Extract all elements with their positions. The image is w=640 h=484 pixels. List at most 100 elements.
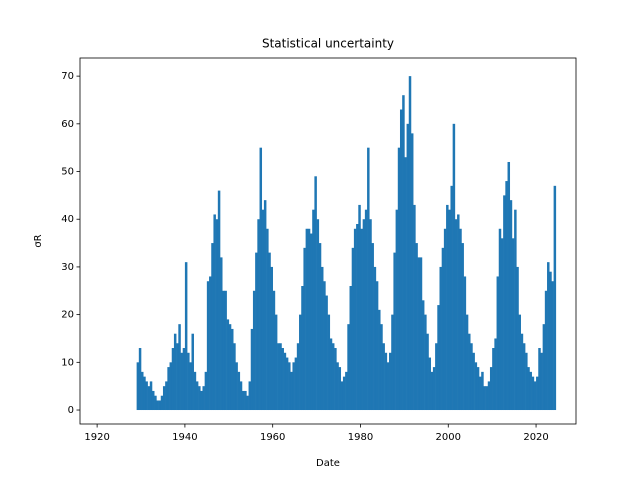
bar [529,371,532,411]
bar [544,290,548,411]
bar [250,328,254,411]
bar [432,367,436,411]
bar [437,305,440,411]
bar [527,367,530,411]
bar [272,290,276,411]
bar [391,314,394,411]
bar [516,266,519,411]
bar [514,209,517,411]
bar [145,381,148,411]
y-axis-label: σR [33,234,44,247]
bar [285,357,289,411]
bar [226,319,230,411]
bar [340,381,344,411]
bar [246,395,249,411]
bar [182,348,186,411]
bar [373,266,377,411]
y-tick-label: 10 [61,357,74,368]
bar [419,257,423,411]
bar [463,276,467,411]
bar [547,262,550,411]
bar [323,281,326,411]
bar [331,343,335,411]
bar [443,228,447,411]
bar [404,157,407,411]
bar [349,286,353,411]
bar [281,348,284,411]
bar [173,333,177,411]
bar [410,133,414,411]
bar [316,219,320,411]
bar [360,228,363,411]
bar [369,219,372,411]
bar [279,343,282,411]
bar [138,348,142,411]
bar [378,309,381,411]
bar [347,324,350,411]
bar [538,348,541,411]
y-tick-label: 40 [61,214,74,225]
bar [222,290,225,411]
bar [496,276,500,411]
y-tick-label: 50 [61,167,74,178]
y-tick-label: 60 [61,119,74,130]
bar [288,362,291,411]
bar [389,352,392,411]
bar [375,281,379,411]
bar [364,209,368,411]
bar [351,247,355,411]
bar [518,314,521,411]
x-tick-label: 2000 [436,432,461,443]
bar [156,400,159,411]
bar [314,176,317,411]
bar [290,371,293,411]
bar [147,386,151,411]
bar [452,123,456,411]
bar [413,204,416,411]
bar [189,362,192,411]
bar [213,214,216,411]
bar [468,333,471,411]
bar [446,204,449,411]
bar [342,376,346,411]
bar [228,324,232,411]
bar [299,314,302,411]
bar [549,271,552,411]
x-axis-label: Date [316,458,340,469]
bar [312,209,315,411]
bar [198,386,201,411]
bar [399,109,403,411]
bar [202,386,205,411]
bar [494,338,497,411]
bar [457,214,460,411]
bar [167,367,170,411]
bar [362,219,366,411]
bar [402,95,405,411]
bar [448,209,451,411]
bar [303,247,306,411]
y-tick-label: 70 [61,71,74,82]
bar [483,386,486,411]
bar [551,281,554,411]
bar [540,352,543,411]
bar [230,328,234,411]
bar [507,161,511,411]
bar [509,200,513,411]
bar [553,185,557,411]
bar [533,381,537,411]
bar [301,286,304,411]
bar [485,386,489,411]
bar [525,352,528,411]
bar [441,247,445,411]
bar [158,400,162,411]
bar [472,352,475,411]
bar [294,357,298,411]
bar [465,314,469,411]
bar [193,371,197,411]
bar [356,223,359,411]
bar [200,390,203,411]
bar [384,352,388,411]
bar [353,228,357,411]
bar [224,290,227,411]
